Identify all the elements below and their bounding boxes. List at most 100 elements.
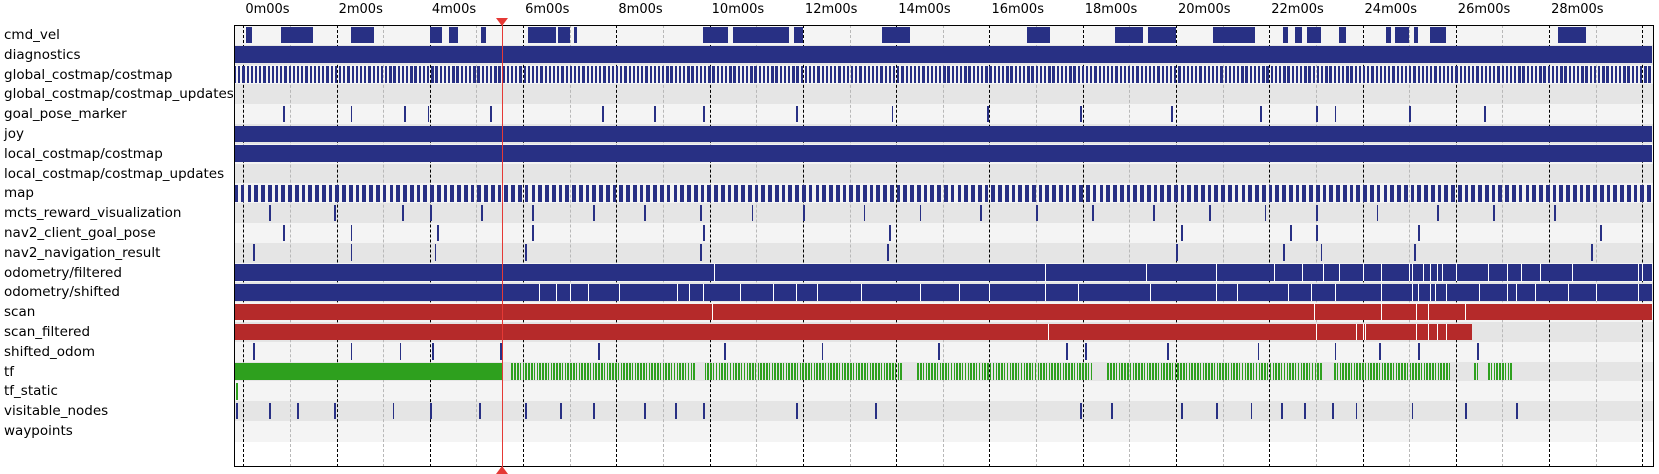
message-tick[interactable] bbox=[1207, 66, 1210, 83]
message-tick[interactable] bbox=[294, 184, 299, 202]
message-tick[interactable] bbox=[922, 66, 925, 83]
message-tick[interactable] bbox=[641, 66, 644, 83]
message-tick[interactable] bbox=[964, 66, 967, 83]
topic-label[interactable]: local_costmap/costmap bbox=[4, 145, 163, 162]
message-tick[interactable] bbox=[1166, 343, 1169, 361]
message-tick[interactable] bbox=[1516, 402, 1519, 420]
message-tick[interactable] bbox=[1418, 343, 1421, 361]
message-tick[interactable] bbox=[481, 204, 484, 222]
message-tick[interactable] bbox=[1418, 224, 1421, 242]
message-tick[interactable] bbox=[884, 66, 887, 83]
message-tick[interactable] bbox=[1113, 363, 1115, 380]
message-tick[interactable] bbox=[1586, 184, 1591, 202]
message-tick[interactable] bbox=[1079, 184, 1083, 202]
message-tick[interactable] bbox=[805, 363, 807, 380]
message-tick[interactable] bbox=[1613, 184, 1618, 202]
message-tick[interactable] bbox=[1216, 66, 1219, 83]
message-tick[interactable] bbox=[707, 184, 712, 202]
message-tick[interactable] bbox=[1255, 363, 1258, 380]
message-tick[interactable] bbox=[1356, 184, 1361, 202]
message-tick[interactable] bbox=[788, 184, 793, 202]
message-tick[interactable] bbox=[389, 66, 392, 83]
message-tick[interactable] bbox=[1509, 66, 1513, 83]
message-tick[interactable] bbox=[238, 66, 241, 83]
message-tick[interactable] bbox=[1059, 363, 1062, 380]
message-tick[interactable] bbox=[710, 363, 712, 380]
message-tick[interactable] bbox=[427, 105, 430, 123]
message-tick[interactable] bbox=[1208, 204, 1211, 222]
message-tick[interactable] bbox=[1303, 363, 1305, 380]
message-tick[interactable] bbox=[605, 184, 610, 202]
message-tick[interactable] bbox=[997, 66, 1001, 83]
message-tick[interactable] bbox=[578, 363, 581, 380]
message-tick[interactable] bbox=[1353, 363, 1356, 380]
message-tick[interactable] bbox=[1086, 184, 1090, 202]
message-tick[interactable] bbox=[1504, 363, 1507, 380]
message-tick[interactable] bbox=[1354, 66, 1357, 83]
message-tick[interactable] bbox=[1161, 66, 1164, 83]
message-tick[interactable] bbox=[545, 184, 549, 202]
message-tick[interactable] bbox=[544, 66, 547, 83]
message-tick[interactable] bbox=[1333, 66, 1336, 83]
message-tick[interactable] bbox=[626, 363, 628, 380]
message-tick[interactable] bbox=[875, 402, 878, 420]
message-tick[interactable] bbox=[1250, 402, 1253, 420]
message-tick[interactable] bbox=[918, 66, 921, 83]
message-tick[interactable] bbox=[1342, 66, 1345, 83]
message-tick[interactable] bbox=[822, 184, 826, 202]
message-tick[interactable] bbox=[1398, 363, 1400, 380]
message-segment[interactable] bbox=[527, 26, 556, 44]
message-tick[interactable] bbox=[315, 184, 319, 202]
message-tick[interactable] bbox=[761, 184, 766, 202]
message-tick[interactable] bbox=[741, 66, 745, 83]
message-tick[interactable] bbox=[1174, 66, 1177, 83]
message-tick[interactable] bbox=[436, 184, 441, 202]
message-tick[interactable] bbox=[1039, 66, 1043, 83]
message-tick[interactable] bbox=[1245, 66, 1248, 83]
message-tick[interactable] bbox=[1545, 184, 1550, 202]
message-tick[interactable] bbox=[1127, 363, 1129, 380]
message-tick[interactable] bbox=[1320, 244, 1323, 262]
message-tick[interactable] bbox=[1530, 66, 1534, 83]
message-tick[interactable] bbox=[271, 66, 275, 83]
message-tick[interactable] bbox=[1213, 363, 1216, 380]
message-tick[interactable] bbox=[727, 184, 732, 202]
message-tick[interactable] bbox=[1507, 363, 1510, 380]
message-segment[interactable] bbox=[1294, 26, 1302, 44]
message-tick[interactable] bbox=[1559, 184, 1564, 202]
message-tick[interactable] bbox=[1092, 204, 1094, 222]
message-tick[interactable] bbox=[886, 363, 888, 380]
message-tick[interactable] bbox=[1073, 363, 1076, 380]
message-tick[interactable] bbox=[1044, 66, 1047, 83]
message-tick[interactable] bbox=[679, 363, 681, 380]
message-tick[interactable] bbox=[903, 184, 908, 202]
message-tick[interactable] bbox=[1400, 66, 1404, 83]
message-tick[interactable] bbox=[1027, 66, 1030, 83]
message-segment[interactable] bbox=[793, 26, 803, 44]
message-tick[interactable] bbox=[477, 66, 480, 83]
message-tick[interactable] bbox=[1409, 105, 1412, 123]
message-tick[interactable] bbox=[575, 363, 578, 380]
message-tick[interactable] bbox=[236, 382, 239, 400]
message-tick[interactable] bbox=[1153, 184, 1158, 202]
message-tick[interactable] bbox=[1176, 244, 1178, 262]
message-tick[interactable] bbox=[978, 363, 981, 380]
message-tick[interactable] bbox=[470, 184, 475, 202]
message-tick[interactable] bbox=[891, 105, 894, 123]
message-tick[interactable] bbox=[1148, 66, 1152, 83]
message-tick[interactable] bbox=[1237, 66, 1240, 83]
message-tick[interactable] bbox=[653, 184, 657, 202]
message-segment[interactable] bbox=[1558, 26, 1587, 44]
message-tick[interactable] bbox=[700, 204, 703, 222]
message-tick[interactable] bbox=[995, 363, 998, 380]
message-tick[interactable] bbox=[639, 184, 644, 202]
message-tick[interactable] bbox=[460, 66, 463, 83]
message-tick[interactable] bbox=[517, 363, 519, 380]
message-tick[interactable] bbox=[1606, 66, 1609, 83]
message-tick[interactable] bbox=[944, 184, 948, 202]
message-tick[interactable] bbox=[1421, 66, 1425, 83]
message-tick[interactable] bbox=[525, 402, 528, 420]
message-tick[interactable] bbox=[533, 363, 536, 380]
message-tick[interactable] bbox=[1018, 184, 1023, 202]
message-tick[interactable] bbox=[683, 66, 686, 83]
